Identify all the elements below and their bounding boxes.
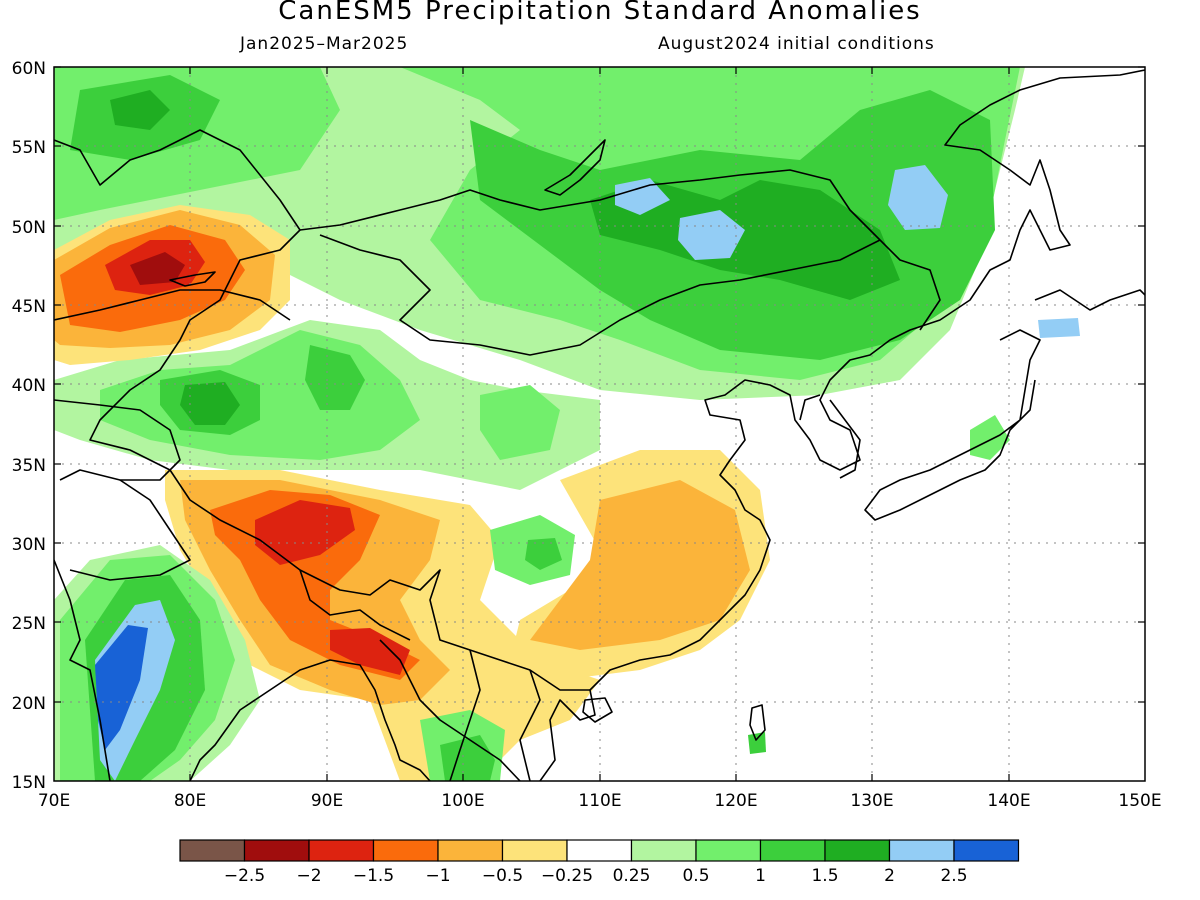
colorbar-label: −1: [425, 866, 450, 886]
anomaly-region-north-blue: [615, 165, 948, 260]
period-label: Jan2025–Mar2025: [240, 34, 409, 54]
colorbar-label: 1.5: [811, 866, 838, 886]
lat-label: 40N: [12, 376, 46, 396]
lon-label: 80E: [174, 791, 206, 811]
colorbar-label: −1.5: [353, 866, 394, 886]
lon-label: 100E: [441, 791, 484, 811]
colorbar-swatch: [759, 839, 826, 862]
lat-label: 60N: [12, 59, 46, 79]
colorbar-label: −2.5: [224, 866, 265, 886]
anomaly-region-japan-green: [970, 415, 1010, 460]
lon-label: 140E: [987, 791, 1030, 811]
anomaly-region-west-twohalf: [130, 252, 185, 285]
colorbar-swatch: [372, 839, 439, 862]
border-south-asia: [69, 479, 521, 781]
coastline-taiwan: [749, 704, 766, 741]
lon-labels: 70E 80E 90E 100E 110E 120E 130E 140E 150…: [38, 791, 1162, 811]
anomaly-region-north-dark: [70, 75, 995, 360]
lake-balkhash: [169, 271, 216, 287]
coastline-hokkaido: [1034, 289, 1145, 311]
colorbar-legend: −2.5 −2 −1.5 −1 −0.5 −0.25 0.25 0.5 1 1.5 2 2.5: [179, 839, 1020, 886]
coastline-east-asia: [539, 69, 1145, 781]
lon-label: 150E: [1118, 791, 1161, 811]
coastline-japan: [864, 329, 1041, 521]
coastline-hainan: [582, 697, 613, 723]
coastline-india: [54, 559, 431, 781]
colorbar-swatch: [308, 839, 375, 862]
anomaly-region-central-darker: [180, 382, 240, 425]
anomaly-region-china-mid: [530, 480, 750, 650]
colorbar-swatch: [566, 839, 633, 862]
border-mongolia-china: [319, 234, 881, 356]
lat-label: 45N: [12, 297, 46, 317]
colorbar-swatch: [179, 839, 246, 862]
anomaly-region-india-deepblue: [95, 625, 148, 750]
colorbar-swatch: [953, 839, 1020, 862]
colorbar-label: 2: [884, 866, 895, 886]
anomaly-region-taiwan-green: [748, 732, 766, 754]
colorbar-swatch: [630, 839, 697, 862]
lat-label: 35N: [12, 456, 46, 476]
lon-label: 130E: [850, 791, 893, 811]
colorbar-label: −0.25: [541, 866, 593, 886]
border-indochina: [449, 649, 541, 781]
lon-label: 110E: [578, 791, 621, 811]
lat-tick-marks: [54, 66, 1145, 703]
lon-label: 120E: [714, 791, 757, 811]
lat-label: 30N: [12, 535, 46, 555]
lake-baikal: [544, 139, 606, 196]
border-china-west: [89, 229, 590, 691]
border-central-asia: [54, 399, 181, 481]
border-russia: [54, 129, 941, 331]
anomaly-field: [54, 67, 1145, 781]
lon-label: 70E: [38, 791, 70, 811]
border-kazakhstan: [54, 289, 291, 321]
chart-title: CanESM5 Precipitation Standard Anomalies: [278, 0, 922, 26]
anomaly-region-china-green-dark: [525, 538, 562, 570]
lon-label: 90E: [311, 791, 343, 811]
border-korea: [799, 394, 821, 421]
colorbar-label: −0.5: [482, 866, 523, 886]
colorbar-swatch: [437, 839, 504, 862]
lat-label: 15N: [12, 773, 46, 793]
colorbar-swatch: [243, 839, 310, 862]
colorbar-label: 0.5: [682, 866, 709, 886]
colorbar-label: −2: [296, 866, 321, 886]
lat-label: 50N: [12, 218, 46, 238]
lat-label: 55N: [12, 138, 46, 158]
colorbar-label: 0.25: [613, 866, 651, 886]
coastlines-borders: [54, 69, 1145, 781]
colorbar-swatch: [695, 839, 762, 862]
coastline-korea: [829, 399, 861, 479]
anomaly-region-hokkaido-blue: [1038, 318, 1080, 338]
lon-tick-marks: [189, 67, 1010, 781]
lat-label: 20N: [12, 694, 46, 714]
lat-label: 25N: [12, 614, 46, 634]
initial-conditions-label: August2024 initial conditions: [658, 34, 935, 54]
lat-labels: 60N 55N 50N 45N 40N 35N 30N 25N 20N 15N: [12, 59, 46, 793]
colorbar-swatch: [501, 839, 568, 862]
colorbar-label: 1: [755, 866, 766, 886]
colorbar-swatch: [888, 839, 955, 862]
anomaly-region-tibet-max: [255, 500, 410, 675]
colorbar-swatch: [824, 839, 891, 862]
colorbar-label: 2.5: [940, 866, 967, 886]
